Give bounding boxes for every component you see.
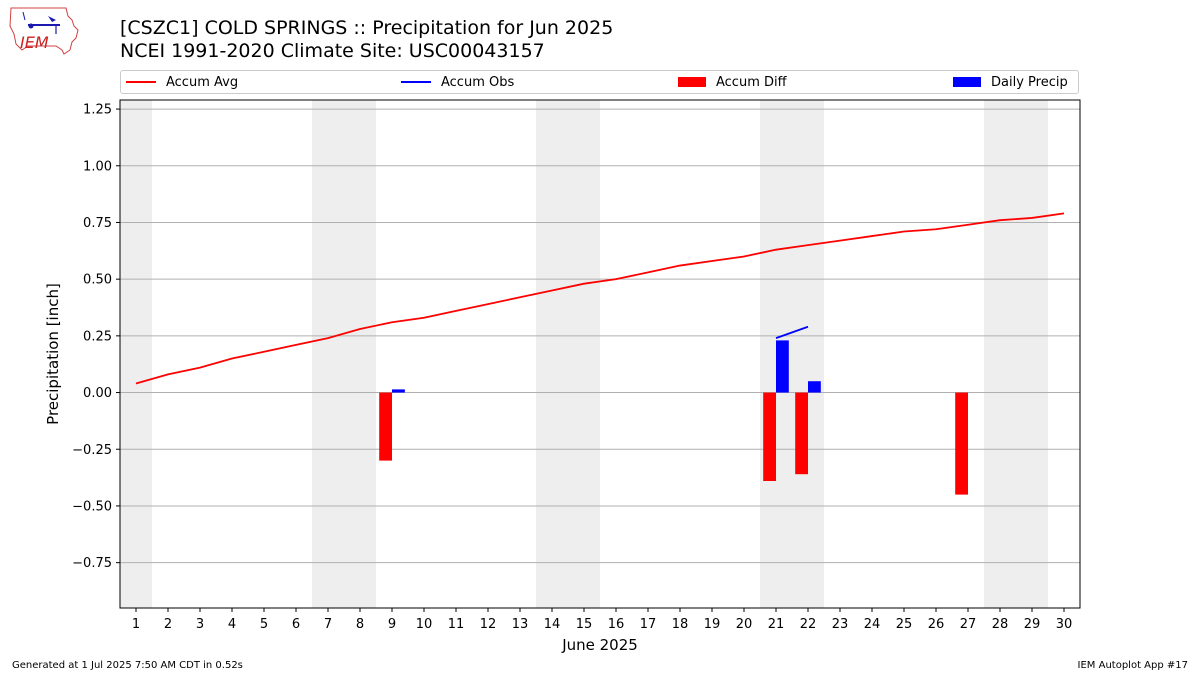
x-tick-label: 4 bbox=[228, 617, 236, 632]
chart-subtitle: NCEI 1991-2020 Climate Site: USC00043157 bbox=[120, 40, 545, 62]
accum-diff-bar bbox=[955, 392, 968, 495]
legend-item-accum-diff: Accum Diff bbox=[678, 71, 787, 93]
accum-diff-bar bbox=[763, 392, 776, 481]
weekend-band-day-1 bbox=[120, 100, 152, 608]
y-tick-label: 0.25 bbox=[83, 329, 112, 344]
y-tick-label: 1.25 bbox=[83, 103, 112, 118]
x-tick-label: 13 bbox=[512, 617, 529, 632]
x-tick-label: 8 bbox=[356, 617, 364, 632]
x-tick-label: 27 bbox=[960, 617, 977, 632]
legend-swatch-accum-obs bbox=[401, 81, 431, 83]
legend-item-daily-precip: Daily Precip bbox=[953, 71, 1068, 93]
legend-label-daily-precip: Daily Precip bbox=[991, 74, 1068, 90]
chart-legend: Accum Avg Accum Obs Accum Diff Daily Pre… bbox=[120, 70, 1079, 94]
y-tick-label: 0.00 bbox=[83, 386, 112, 401]
iem-logo: IEM bbox=[9, 7, 79, 55]
x-tick-label: 9 bbox=[388, 617, 396, 632]
x-tick-label: 11 bbox=[448, 617, 465, 632]
y-tick-label: 1.00 bbox=[83, 159, 112, 174]
x-tick-label: 20 bbox=[736, 617, 753, 632]
legend-label-accum-obs: Accum Obs bbox=[441, 74, 515, 90]
x-tick-label: 24 bbox=[864, 617, 881, 632]
x-tick-label: 12 bbox=[480, 617, 497, 632]
weekend-band-day-29 bbox=[1016, 100, 1048, 608]
accum-obs-line bbox=[775, 325, 809, 339]
accum-diff-bar bbox=[379, 392, 392, 461]
plot-frame bbox=[119, 99, 1081, 609]
x-tick-label: 1 bbox=[132, 617, 140, 632]
legend-item-accum-avg: Accum Avg bbox=[126, 71, 238, 93]
x-tick-label: 21 bbox=[768, 617, 785, 632]
x-tick-label: 10 bbox=[416, 617, 433, 632]
x-tick-label: 29 bbox=[1024, 617, 1041, 632]
x-tick-label: 17 bbox=[640, 617, 657, 632]
legend-swatch-accum-diff bbox=[678, 77, 706, 87]
logo-text: IEM bbox=[20, 33, 49, 52]
x-tick-label: 28 bbox=[992, 617, 1009, 632]
x-tick-label: 2 bbox=[164, 617, 172, 632]
legend-label-accum-diff: Accum Diff bbox=[716, 74, 787, 90]
x-tick-label: 6 bbox=[292, 617, 300, 632]
y-tick-label: −0.50 bbox=[72, 499, 112, 514]
x-tick-label: 26 bbox=[928, 617, 945, 632]
accum-diff-bar bbox=[795, 392, 808, 475]
daily-precip-bar bbox=[776, 340, 789, 393]
app-credit: IEM Autoplot App #17 bbox=[1077, 660, 1188, 671]
accum-avg-line bbox=[135, 212, 1065, 385]
x-tick-label: 23 bbox=[832, 617, 849, 632]
weekend-band-day-7 bbox=[312, 100, 344, 608]
x-tick-label: 7 bbox=[324, 617, 332, 632]
legend-label-accum-avg: Accum Avg bbox=[166, 74, 239, 90]
x-tick-label: 5 bbox=[260, 617, 268, 632]
daily-precip-bar bbox=[392, 390, 405, 393]
y-tick-label: −0.25 bbox=[72, 443, 112, 458]
chart-title: [CSZC1] COLD SPRINGS :: Precipitation fo… bbox=[120, 17, 614, 39]
legend-swatch-daily-precip bbox=[953, 77, 981, 87]
x-tick-label: 15 bbox=[576, 617, 593, 632]
y-tick-label: 0.50 bbox=[83, 273, 112, 288]
x-tick-label: 14 bbox=[544, 617, 561, 632]
x-tick-label: 25 bbox=[896, 617, 913, 632]
weekend-band-day-28 bbox=[984, 100, 1016, 608]
daily-precip-bar bbox=[808, 381, 821, 393]
x-axis-label: June 2025 bbox=[561, 636, 638, 654]
weekend-band-day-15 bbox=[568, 100, 600, 608]
generated-timestamp: Generated at 1 Jul 2025 7:50 AM CDT in 0… bbox=[12, 660, 243, 671]
y-tick-label: −0.75 bbox=[72, 556, 112, 571]
x-tick-label: 22 bbox=[800, 617, 817, 632]
x-tick-label: 30 bbox=[1056, 617, 1073, 632]
y-axis-label: Precipitation [inch] bbox=[44, 283, 62, 425]
x-tick-label: 3 bbox=[196, 617, 204, 632]
legend-swatch-accum-avg bbox=[126, 81, 156, 83]
weekend-band-day-22 bbox=[792, 100, 824, 608]
x-tick-label: 19 bbox=[704, 617, 721, 632]
legend-item-accum-obs: Accum Obs bbox=[401, 71, 514, 93]
x-tick-label: 16 bbox=[608, 617, 625, 632]
weekend-band-day-8 bbox=[344, 100, 376, 608]
x-tick-label: 18 bbox=[672, 617, 689, 632]
y-tick-label: 0.75 bbox=[83, 216, 112, 231]
weekend-band-day-14 bbox=[536, 100, 568, 608]
